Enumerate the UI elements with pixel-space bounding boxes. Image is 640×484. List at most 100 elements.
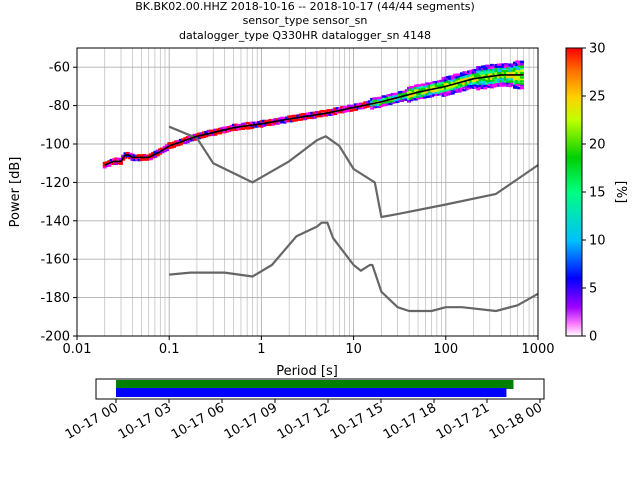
density-cell bbox=[487, 77, 492, 81]
density-cell bbox=[471, 83, 476, 87]
density-cell bbox=[457, 88, 462, 91]
density-cell bbox=[347, 104, 352, 108]
density-cell bbox=[483, 65, 488, 68]
density-cell bbox=[367, 100, 372, 103]
density-cell bbox=[393, 92, 398, 96]
density-cell bbox=[473, 73, 478, 76]
time-tick-label: 10-17 03 bbox=[116, 400, 174, 442]
density-cell bbox=[379, 96, 384, 100]
density-cell bbox=[418, 92, 423, 95]
density-cell bbox=[407, 88, 412, 92]
density-cell bbox=[151, 151, 156, 155]
density-cell bbox=[372, 99, 377, 103]
density-cell bbox=[494, 65, 499, 68]
density-cell bbox=[494, 78, 499, 81]
density-cell bbox=[441, 94, 446, 97]
density-cell bbox=[466, 76, 471, 80]
density-cell bbox=[374, 99, 379, 102]
density-cell bbox=[296, 114, 301, 117]
density-cell bbox=[448, 77, 453, 80]
y-axis: -200 -180 -160 -140 -120 -100 -80 -60 bbox=[40, 61, 77, 345]
density-cell bbox=[476, 82, 481, 86]
density-cell bbox=[471, 72, 476, 76]
density-cell bbox=[499, 65, 504, 68]
density-cell bbox=[427, 95, 432, 98]
density-cell bbox=[284, 120, 289, 123]
density-cell bbox=[245, 121, 250, 125]
density-cell bbox=[393, 100, 398, 104]
density-cell bbox=[351, 104, 356, 108]
density-cell bbox=[494, 80, 499, 83]
density-cell bbox=[515, 60, 520, 63]
density-cell bbox=[314, 111, 319, 114]
density-cell bbox=[430, 84, 435, 87]
density-cell bbox=[337, 107, 342, 110]
density-cell bbox=[513, 65, 518, 68]
colorbar-tick-label: 25 bbox=[589, 90, 606, 105]
density-cell bbox=[137, 158, 142, 162]
y-tick-label: -160 bbox=[40, 253, 70, 268]
density-cell bbox=[513, 82, 518, 85]
density-cell bbox=[483, 78, 488, 81]
density-cell bbox=[160, 147, 165, 150]
density-cell bbox=[430, 86, 435, 89]
density-cell bbox=[517, 72, 522, 75]
density-cell bbox=[506, 69, 511, 73]
density-cell bbox=[231, 123, 236, 127]
density-cell bbox=[420, 87, 425, 91]
density-cell bbox=[397, 93, 402, 96]
density-cell bbox=[116, 157, 121, 161]
density-cell bbox=[121, 158, 126, 161]
density-cell bbox=[388, 93, 393, 97]
density-cell bbox=[443, 83, 448, 86]
density-cell bbox=[508, 63, 513, 66]
density-cell bbox=[510, 71, 515, 74]
density-cell bbox=[229, 128, 234, 132]
density-cell bbox=[506, 80, 511, 83]
density-cell bbox=[220, 127, 225, 130]
colorbar-tick-label: 0 bbox=[589, 330, 597, 345]
density-cell bbox=[356, 107, 361, 110]
density-cell bbox=[469, 84, 474, 88]
density-cell bbox=[485, 80, 490, 83]
density-cell bbox=[121, 154, 126, 158]
density-cell bbox=[411, 96, 416, 99]
density-cell bbox=[420, 94, 425, 98]
title-line-2: sensor_type sensor_sn bbox=[243, 14, 368, 27]
density-cell bbox=[439, 87, 444, 91]
density-cell bbox=[241, 122, 246, 126]
density-cell bbox=[344, 106, 349, 109]
density-cell bbox=[503, 83, 508, 87]
density-cell bbox=[372, 105, 377, 109]
density-cell bbox=[513, 61, 518, 64]
density-cell bbox=[411, 87, 416, 91]
density-cell bbox=[476, 85, 481, 88]
density-cell bbox=[218, 127, 223, 131]
density-cell bbox=[455, 76, 460, 79]
colorbar-tick-label: 30 bbox=[589, 42, 606, 57]
density-cell bbox=[503, 67, 508, 70]
time-tick-label: 10-17 00 bbox=[63, 400, 121, 442]
density-cell bbox=[167, 142, 172, 145]
density-cell bbox=[480, 86, 485, 90]
density-cell bbox=[499, 77, 504, 81]
density-cell bbox=[206, 129, 211, 133]
density-cell bbox=[257, 124, 262, 128]
density-cell bbox=[480, 72, 485, 75]
density-cell bbox=[418, 96, 423, 99]
density-cell bbox=[432, 91, 437, 95]
density-cell bbox=[351, 108, 356, 112]
density-cell bbox=[513, 79, 518, 83]
density-cell bbox=[395, 94, 400, 97]
density-cell bbox=[259, 120, 264, 123]
density-cell bbox=[446, 91, 451, 94]
density-cell bbox=[402, 90, 407, 94]
density-cell bbox=[453, 80, 458, 83]
density-cell bbox=[238, 127, 243, 131]
density-cell bbox=[480, 65, 485, 68]
density-cell bbox=[407, 91, 412, 95]
density-cell bbox=[460, 72, 465, 75]
density-cell bbox=[503, 71, 508, 75]
density-cell bbox=[501, 77, 506, 81]
coverage-bars bbox=[116, 380, 514, 397]
